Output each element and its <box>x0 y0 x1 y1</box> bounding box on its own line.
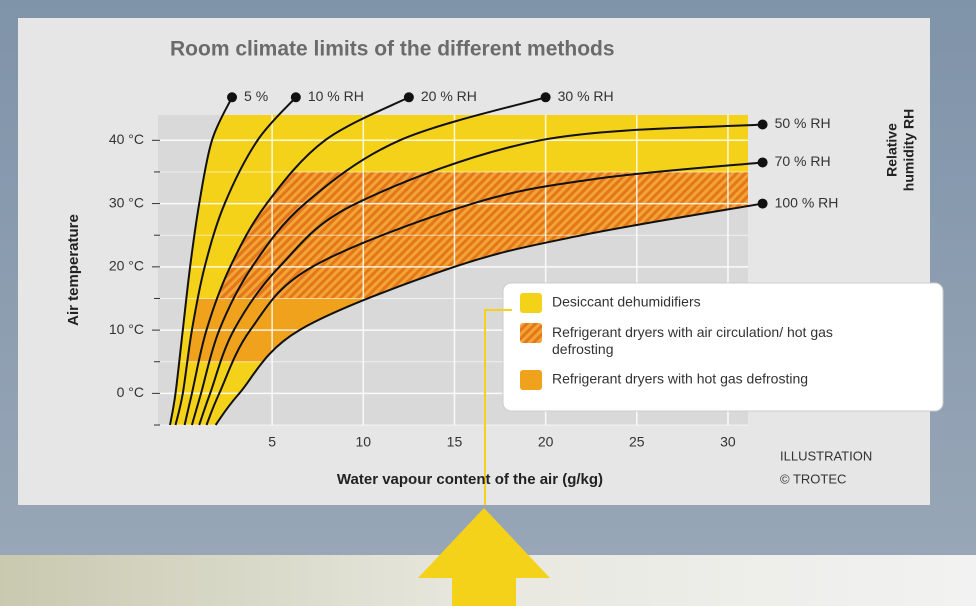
curve-end-dot <box>757 198 768 209</box>
legend-swatch <box>520 323 542 343</box>
curve-label: 70 % RH <box>775 153 831 169</box>
y-axis-label: Air temperature <box>65 214 82 326</box>
x-axis-label: Water vapour content of the air (g/kg) <box>337 471 603 488</box>
rh-curve <box>169 96 233 426</box>
arrow <box>418 508 550 606</box>
x-tick-label: 10 <box>356 434 372 450</box>
curve-label: 100 % RH <box>775 194 839 210</box>
curve-label: 5 % <box>244 88 268 104</box>
x-tick-label: 25 <box>629 434 645 450</box>
chart-title: Room climate limits of the different met… <box>170 38 615 61</box>
x-tick-label: 30 <box>720 434 736 450</box>
credit: © TROTEC <box>780 471 846 486</box>
rh-curve <box>174 96 297 426</box>
pointer-line <box>484 309 512 505</box>
curve-end-dot <box>403 92 414 103</box>
y-tick-label: 40 °C <box>109 131 144 147</box>
legend: Desiccant dehumidifiers Refrigerant dryer… <box>502 282 944 412</box>
rh-curve <box>214 202 763 426</box>
curve-end-dot <box>757 119 768 130</box>
curve-end-dot <box>540 92 551 103</box>
y-tick-label: 30 °C <box>109 194 144 210</box>
legend-label: Refrigerant dryers with air circulation/… <box>552 324 833 357</box>
rh-curve <box>190 96 546 426</box>
curve-end-dot <box>290 92 301 103</box>
curve-end-dot <box>227 92 238 103</box>
legend-swatch <box>520 293 542 313</box>
y-tick-label: 10 °C <box>109 321 144 337</box>
rh-label: Relative <box>884 123 900 177</box>
curve-label: 30 % RH <box>558 88 614 104</box>
rh-curve <box>198 123 763 426</box>
y-tick-label: 0 °C <box>117 384 144 400</box>
rh-curve <box>183 96 410 426</box>
curve-end-dot <box>757 157 768 168</box>
x-tick-label: 5 <box>268 434 276 450</box>
legend-label: Refrigerant dryers with hot gas defrosti… <box>552 371 808 387</box>
curve-label: 50 % RH <box>775 115 831 131</box>
x-tick-label: 20 <box>538 434 554 450</box>
rh-label: humidity RH <box>901 109 917 191</box>
curve-label: 10 % RH <box>308 88 364 104</box>
legend-label: Desiccant dehumidifiers <box>552 294 701 310</box>
legend-box <box>502 282 944 412</box>
rh-curve <box>205 161 763 426</box>
plot: 0 °C 10 °C 20 °C 30 °C 40 °C 5 10 15 20 25 30 5 % 10… <box>109 88 944 450</box>
legend-swatch <box>520 370 542 390</box>
credit: ILLUSTRATION <box>780 448 872 463</box>
curve-label: 20 % RH <box>421 88 477 104</box>
y-tick-label: 20 °C <box>109 258 144 274</box>
x-tick-label: 15 <box>447 434 463 450</box>
